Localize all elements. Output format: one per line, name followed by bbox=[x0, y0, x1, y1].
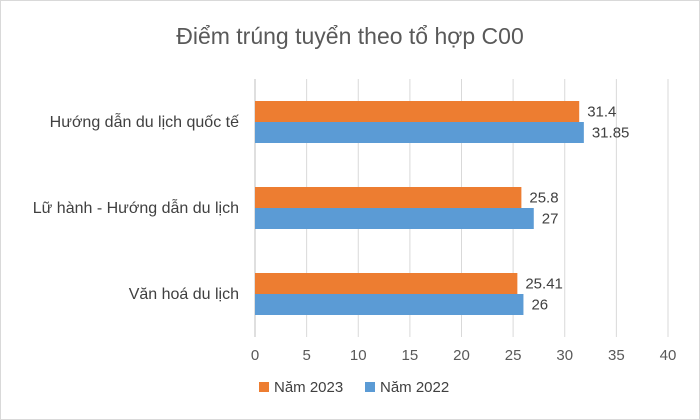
x-tick-label: 15 bbox=[402, 347, 419, 364]
data-label: 31.4 bbox=[587, 104, 616, 121]
category-label: Lữ hành - Hướng dẫn du lịch bbox=[33, 198, 239, 217]
legend-swatch bbox=[365, 382, 375, 392]
bar-series1 bbox=[255, 273, 518, 294]
x-tick-label: 30 bbox=[556, 347, 573, 364]
legend-label: Năm 2023 bbox=[274, 379, 343, 396]
bar-series2 bbox=[255, 122, 584, 143]
x-tick-label: 0 bbox=[251, 347, 259, 364]
x-tick-label: 5 bbox=[302, 347, 310, 364]
data-label: 27 bbox=[542, 211, 559, 228]
bar-series2 bbox=[255, 294, 524, 315]
bars bbox=[255, 101, 584, 315]
labels: 0 5 10 15 20 25 30 35 40 Hướng dẫn du lịch quốc t… bbox=[33, 104, 677, 365]
legend: Năm 2023 Năm 2022 bbox=[259, 379, 449, 396]
legend-swatch bbox=[259, 382, 269, 392]
bar-series1 bbox=[255, 101, 580, 122]
x-tick-label: 25 bbox=[505, 347, 522, 364]
category-label: Văn hoá du lịch bbox=[129, 286, 239, 303]
data-label: 26 bbox=[531, 297, 548, 314]
chart-title: Điểm trúng tuyển theo tổ hợp C00 bbox=[176, 23, 524, 49]
data-label: 25.41 bbox=[525, 276, 563, 293]
bar-series1 bbox=[255, 187, 522, 208]
data-label: 25.8 bbox=[529, 190, 558, 207]
x-tick-label: 10 bbox=[350, 347, 367, 364]
x-tick-label: 35 bbox=[608, 347, 625, 364]
data-label: 31.85 bbox=[592, 125, 630, 142]
legend-label: Năm 2022 bbox=[380, 379, 449, 396]
category-label: Hướng dẫn du lịch quốc tế bbox=[50, 112, 239, 131]
x-tick-label: 20 bbox=[453, 347, 470, 364]
bar-series2 bbox=[255, 208, 534, 229]
x-tick-label: 40 bbox=[660, 347, 677, 364]
